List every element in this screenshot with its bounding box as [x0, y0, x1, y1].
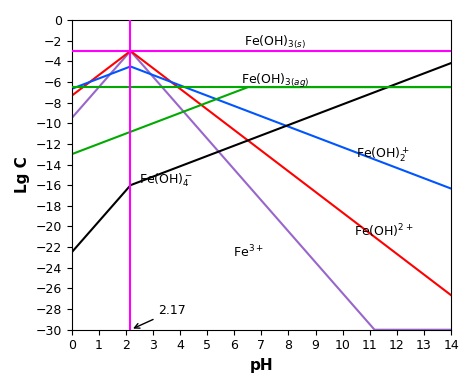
Text: Fe$^{3+}$: Fe$^{3+}$ — [233, 244, 263, 261]
Text: Fe(OH)$^{2+}$: Fe(OH)$^{2+}$ — [354, 223, 413, 241]
Y-axis label: Lg C: Lg C — [15, 156, 30, 193]
Text: Fe(OH)$_4^-$: Fe(OH)$_4^-$ — [139, 171, 193, 189]
Text: Fe(OH)$_2^+$: Fe(OH)$_2^+$ — [356, 145, 410, 164]
Text: Fe(OH)$_{3(ag)}$: Fe(OH)$_{3(ag)}$ — [241, 72, 309, 90]
X-axis label: pH: pH — [250, 358, 273, 373]
Text: 2.17: 2.17 — [135, 304, 186, 328]
Text: Fe(OH)$_{3(s)}$: Fe(OH)$_{3(s)}$ — [244, 34, 306, 52]
